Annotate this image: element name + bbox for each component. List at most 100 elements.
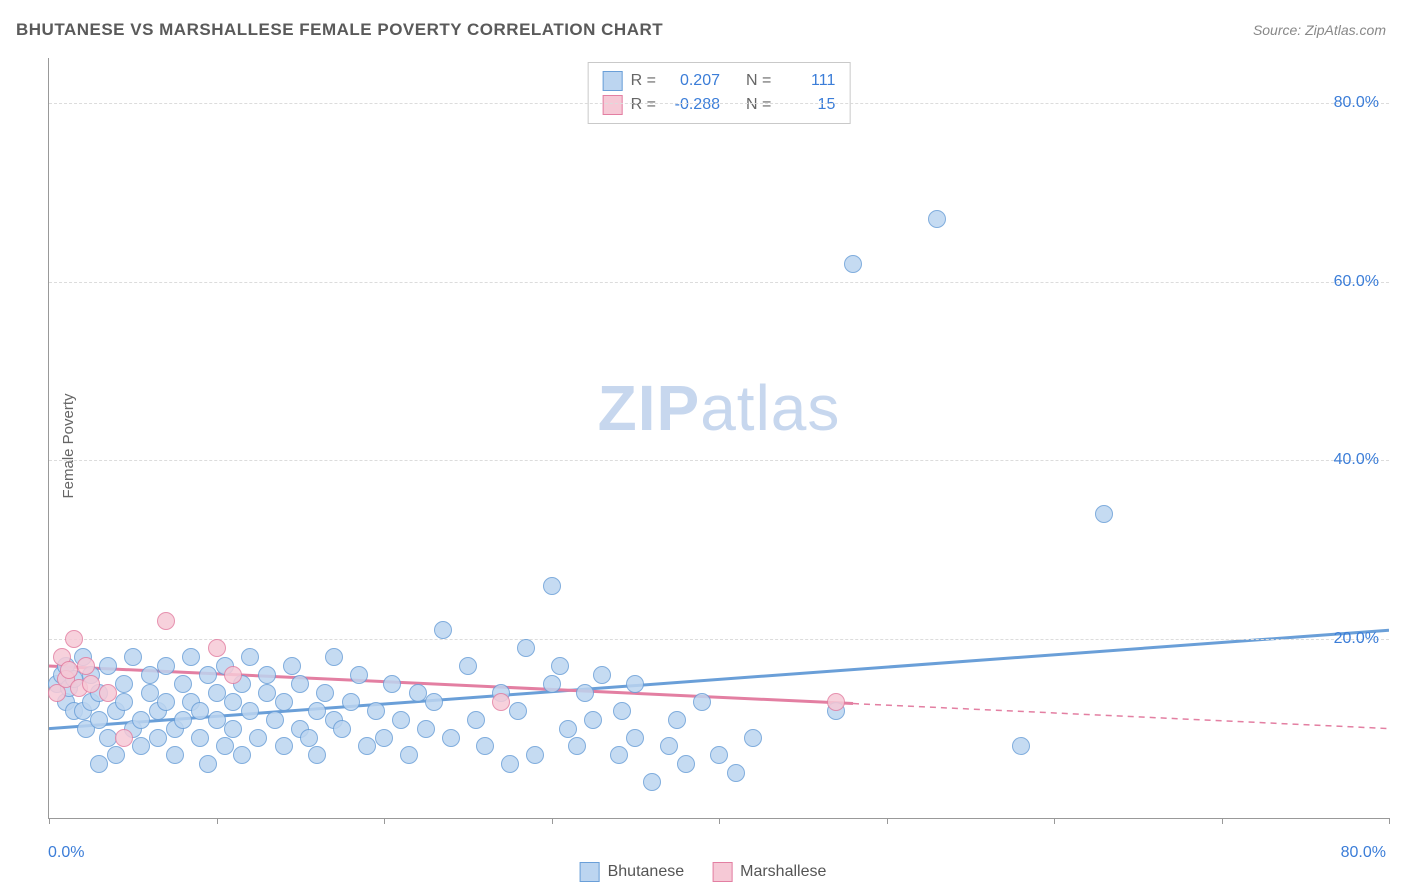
data-point: [367, 702, 385, 720]
data-point: [727, 764, 745, 782]
y-tick-label: 60.0%: [1334, 273, 1379, 291]
chart-title: BHUTANESE VS MARSHALLESE FEMALE POVERTY …: [16, 20, 663, 40]
data-point: [174, 711, 192, 729]
data-point: [266, 711, 284, 729]
data-point: [350, 666, 368, 684]
data-point: [613, 702, 631, 720]
data-point: [1095, 505, 1113, 523]
data-point: [77, 657, 95, 675]
gridline: [49, 282, 1389, 283]
data-point: [141, 666, 159, 684]
data-point: [208, 684, 226, 702]
data-point: [99, 729, 117, 747]
data-point: [467, 711, 485, 729]
n-value-bhutanese: 111: [779, 72, 835, 90]
data-point: [626, 675, 644, 693]
x-tick: [1222, 818, 1223, 824]
series-legend: Bhutanese Marshallese: [580, 862, 827, 882]
data-point: [383, 675, 401, 693]
data-point: [199, 666, 217, 684]
data-point: [90, 755, 108, 773]
data-point: [191, 702, 209, 720]
swatch-bhutanese: [603, 71, 623, 91]
data-point: [610, 746, 628, 764]
data-point: [275, 737, 293, 755]
data-point: [333, 720, 351, 738]
data-point: [308, 702, 326, 720]
n-value-marshallese: 15: [779, 96, 835, 114]
data-point: [132, 711, 150, 729]
data-point: [283, 657, 301, 675]
data-point: [115, 729, 133, 747]
data-point: [928, 210, 946, 228]
data-point: [400, 746, 418, 764]
data-point: [325, 648, 343, 666]
x-tick: [217, 818, 218, 824]
data-point: [107, 746, 125, 764]
data-point: [99, 657, 117, 675]
data-point: [543, 675, 561, 693]
data-point: [668, 711, 686, 729]
data-point: [744, 729, 762, 747]
swatch-marshallese-icon: [712, 862, 732, 882]
legend-item-marshallese: Marshallese: [712, 862, 826, 882]
data-point: [258, 684, 276, 702]
data-point: [157, 693, 175, 711]
legend-row-marshallese: R = -0.288 N = 15: [603, 93, 836, 117]
data-point: [275, 693, 293, 711]
data-point: [82, 675, 100, 693]
data-point: [149, 729, 167, 747]
data-point: [224, 720, 242, 738]
data-point: [442, 729, 460, 747]
data-point: [660, 737, 678, 755]
data-point: [241, 648, 259, 666]
data-point: [492, 693, 510, 711]
data-point: [291, 675, 309, 693]
data-point: [224, 693, 242, 711]
data-point: [559, 720, 577, 738]
data-point: [224, 666, 242, 684]
plot-area: ZIPatlas R = 0.207 N = 111 R = -0.288 N …: [48, 58, 1389, 819]
x-axis-min-label: 0.0%: [48, 844, 84, 862]
data-point: [60, 661, 78, 679]
data-point: [199, 755, 217, 773]
data-point: [208, 711, 226, 729]
x-tick: [384, 818, 385, 824]
data-point: [157, 657, 175, 675]
data-point: [392, 711, 410, 729]
source-attribution: Source: ZipAtlas.com: [1253, 22, 1386, 38]
data-point: [827, 693, 845, 711]
data-point: [543, 577, 561, 595]
data-point: [249, 729, 267, 747]
gridline: [49, 103, 1389, 104]
data-point: [417, 720, 435, 738]
data-point: [65, 630, 83, 648]
data-point: [208, 639, 226, 657]
data-point: [233, 746, 251, 764]
data-point: [132, 737, 150, 755]
data-point: [844, 255, 862, 273]
data-point: [90, 711, 108, 729]
data-point: [643, 773, 661, 791]
x-tick: [49, 818, 50, 824]
r-value-marshallese: -0.288: [664, 96, 720, 114]
swatch-marshallese: [603, 95, 623, 115]
data-point: [157, 612, 175, 630]
data-point: [182, 648, 200, 666]
chart-container: BHUTANESE VS MARSHALLESE FEMALE POVERTY …: [0, 0, 1406, 892]
x-tick: [1054, 818, 1055, 824]
data-point: [216, 737, 234, 755]
data-point: [568, 737, 586, 755]
data-point: [166, 746, 184, 764]
correlation-legend: R = 0.207 N = 111 R = -0.288 N = 15: [588, 62, 851, 124]
data-point: [124, 648, 142, 666]
data-point: [501, 755, 519, 773]
data-point: [517, 639, 535, 657]
x-tick: [552, 818, 553, 824]
data-point: [174, 675, 192, 693]
y-tick-label: 80.0%: [1334, 94, 1379, 112]
data-point: [526, 746, 544, 764]
data-point: [593, 666, 611, 684]
data-point: [258, 666, 276, 684]
legend-row-bhutanese: R = 0.207 N = 111: [603, 69, 836, 93]
